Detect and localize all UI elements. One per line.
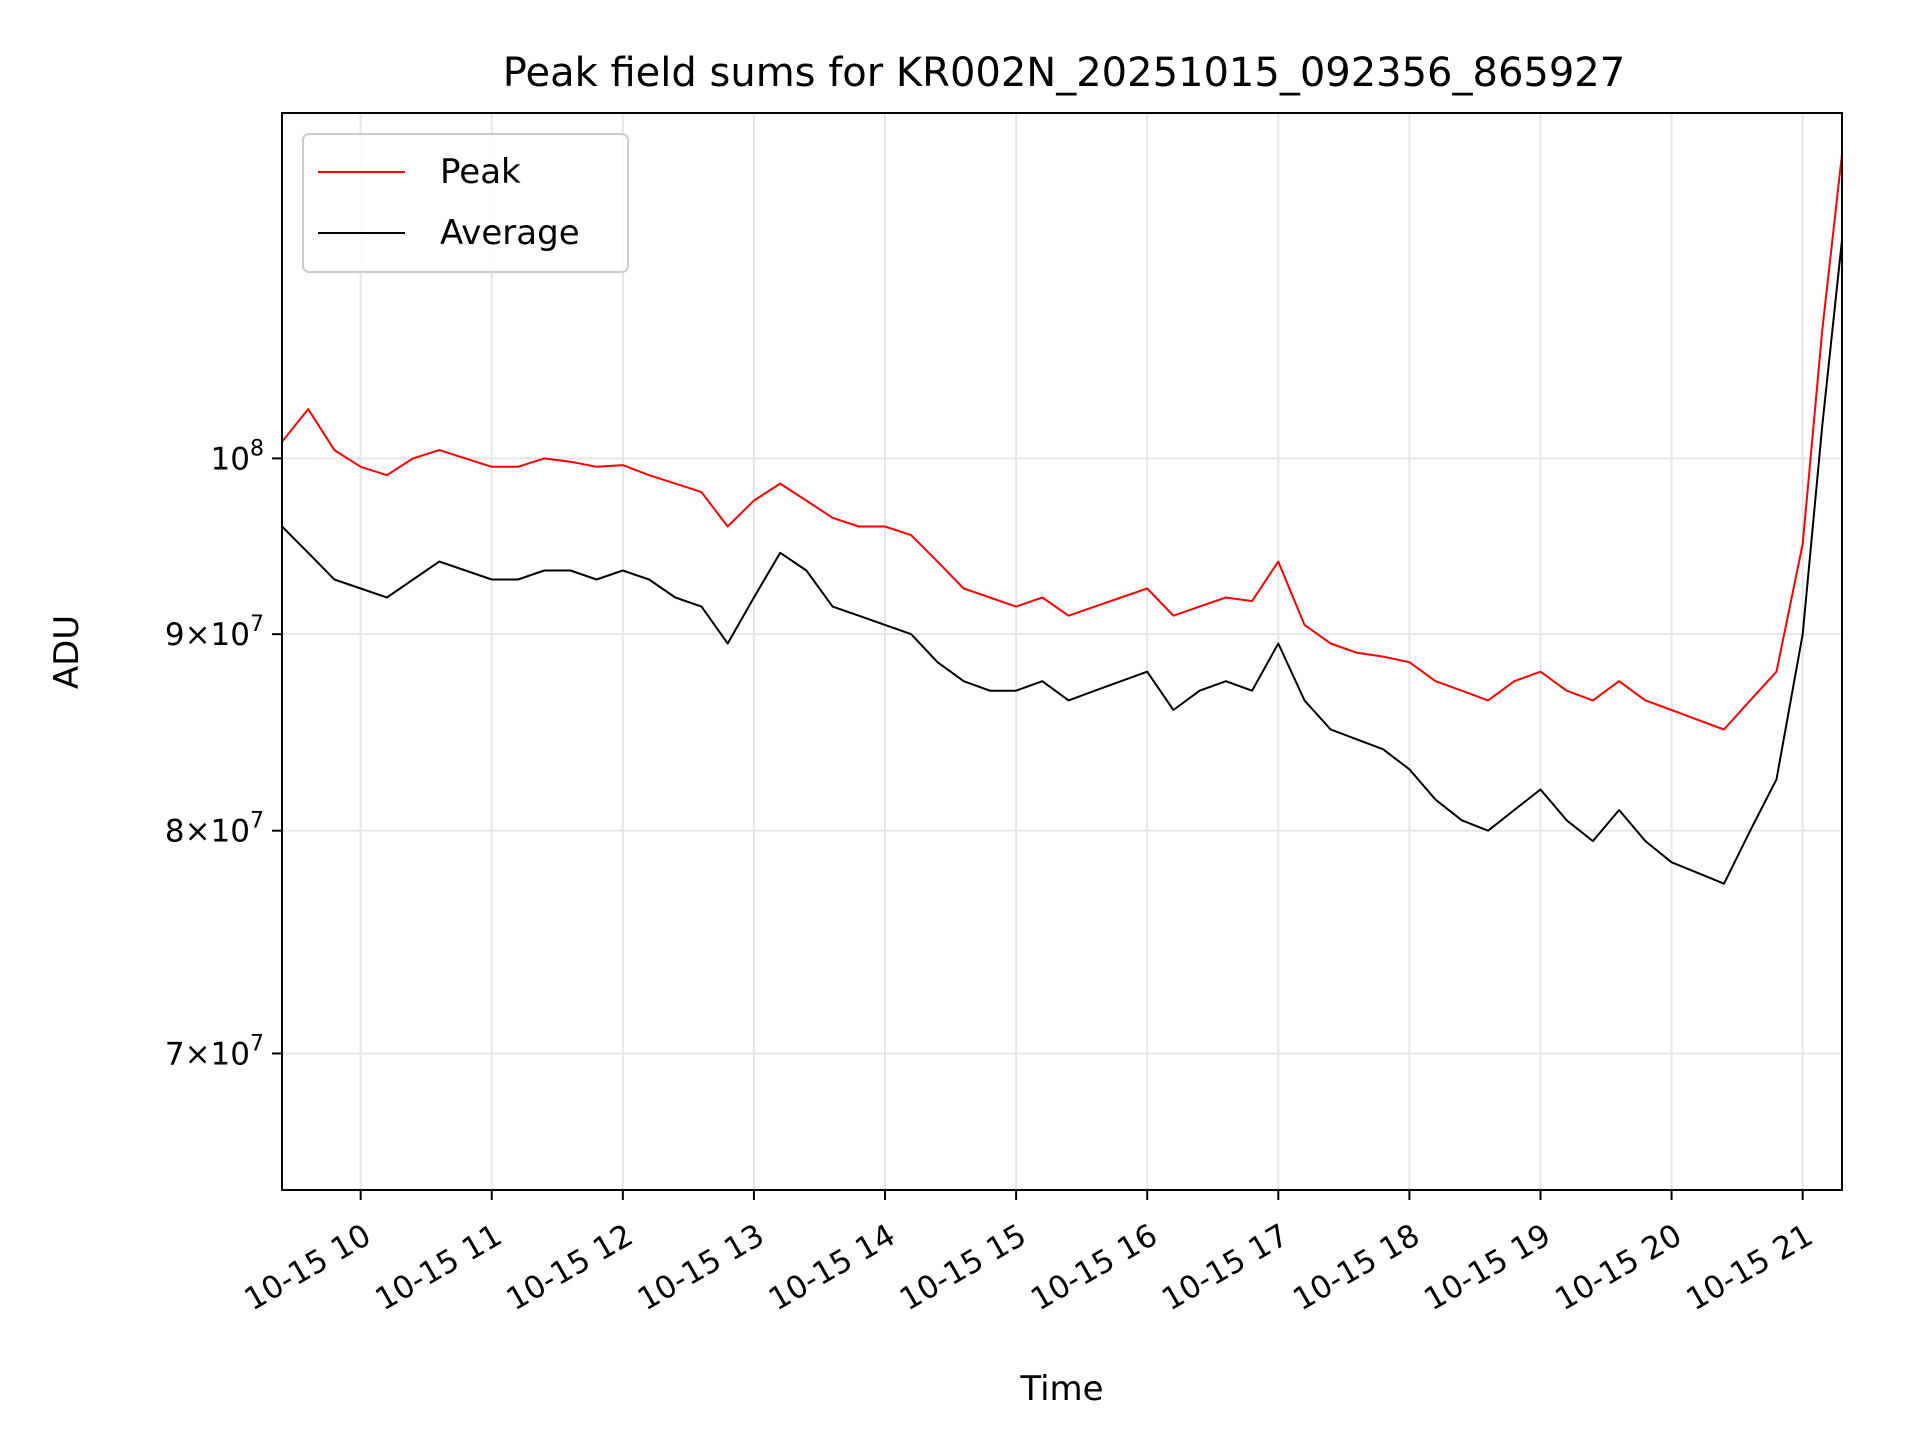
plot-frame bbox=[281, 112, 1843, 1191]
legend-box bbox=[302, 133, 629, 273]
series-layer bbox=[282, 154, 1842, 885]
grid-lines bbox=[282, 113, 1842, 1190]
y-tick-label: 8×107 bbox=[165, 809, 264, 850]
y-axis-label: ADU bbox=[47, 615, 87, 689]
y-tick-label: 9×107 bbox=[165, 612, 264, 653]
series-peak-line bbox=[282, 154, 1842, 731]
legend-average-label: Average bbox=[440, 213, 580, 253]
legend-peak-label: Peak bbox=[440, 152, 521, 192]
y-axis: 7×107 8×107 9×107 108 bbox=[165, 436, 282, 1072]
y-tick-label: 108 bbox=[211, 436, 264, 477]
plot-area bbox=[282, 113, 1842, 1190]
series-average-line bbox=[282, 239, 1842, 885]
y-tick-label: 7×107 bbox=[165, 1031, 264, 1072]
legend: Peak Average bbox=[302, 133, 629, 273]
x-axis-label: Time bbox=[1019, 1369, 1103, 1409]
chart-title: Peak field sums for KR002N_20251015_0923… bbox=[503, 50, 1625, 96]
